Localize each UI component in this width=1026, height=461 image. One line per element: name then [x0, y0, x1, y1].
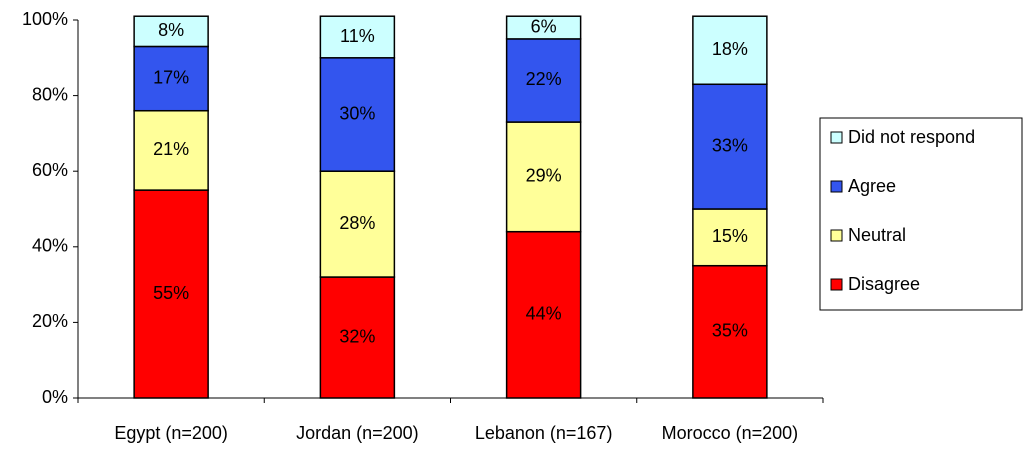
bar-segment — [692, 15, 768, 86]
data-label: 33% — [712, 135, 748, 155]
bar-segment — [692, 83, 768, 210]
legend-label: Did not respond — [848, 127, 975, 147]
data-label: 8% — [158, 20, 184, 40]
data-label: 28% — [339, 213, 375, 233]
data-label: 35% — [712, 321, 748, 341]
data-label: 30% — [339, 103, 375, 123]
y-tick-label: 80% — [32, 84, 68, 104]
legend-swatch — [830, 131, 843, 144]
legend-box — [819, 117, 1023, 311]
bar-segment — [319, 276, 396, 399]
data-label: 44% — [526, 304, 562, 324]
legend-label: Agree — [848, 176, 896, 196]
bar-segment — [505, 230, 582, 399]
bar-segment — [692, 264, 768, 399]
bar-segment — [319, 57, 396, 172]
bar-segment — [505, 38, 582, 123]
legend-label: Neutral — [848, 225, 906, 245]
data-label: 18% — [712, 39, 748, 59]
bar-segment — [133, 15, 209, 48]
data-label: 32% — [339, 326, 375, 346]
data-label: 22% — [526, 69, 562, 89]
data-label: 29% — [526, 166, 562, 186]
bar-segment — [319, 170, 396, 278]
bar-segment — [133, 45, 209, 112]
y-tick-label: 60% — [32, 160, 68, 180]
legend-label: Disagree — [848, 274, 920, 294]
data-label: 6% — [531, 16, 557, 36]
x-tick-label: Jordan (n=200) — [296, 423, 419, 443]
data-label: 11% — [340, 26, 375, 46]
y-tick-label: 100% — [22, 9, 68, 29]
bar-segment — [505, 15, 582, 40]
legend-swatch — [830, 180, 843, 193]
data-label: 21% — [153, 139, 189, 159]
y-tick-label: 20% — [32, 311, 68, 331]
bar-segment — [319, 15, 396, 59]
legend-swatch — [830, 278, 843, 291]
x-tick-label: Morocco (n=200) — [662, 423, 799, 443]
legend-swatch — [830, 229, 843, 242]
y-tick-label: 40% — [32, 236, 68, 256]
x-tick-label: Egypt (n=200) — [114, 423, 228, 443]
data-label: 15% — [712, 226, 748, 246]
bar-segment — [133, 189, 209, 399]
y-tick-label: 0% — [42, 387, 68, 407]
data-label: 17% — [153, 67, 189, 87]
data-label: 55% — [153, 283, 189, 303]
bar-segment — [133, 109, 209, 191]
x-tick-label: Lebanon (n=167) — [475, 423, 613, 443]
bar-segment — [692, 208, 768, 267]
